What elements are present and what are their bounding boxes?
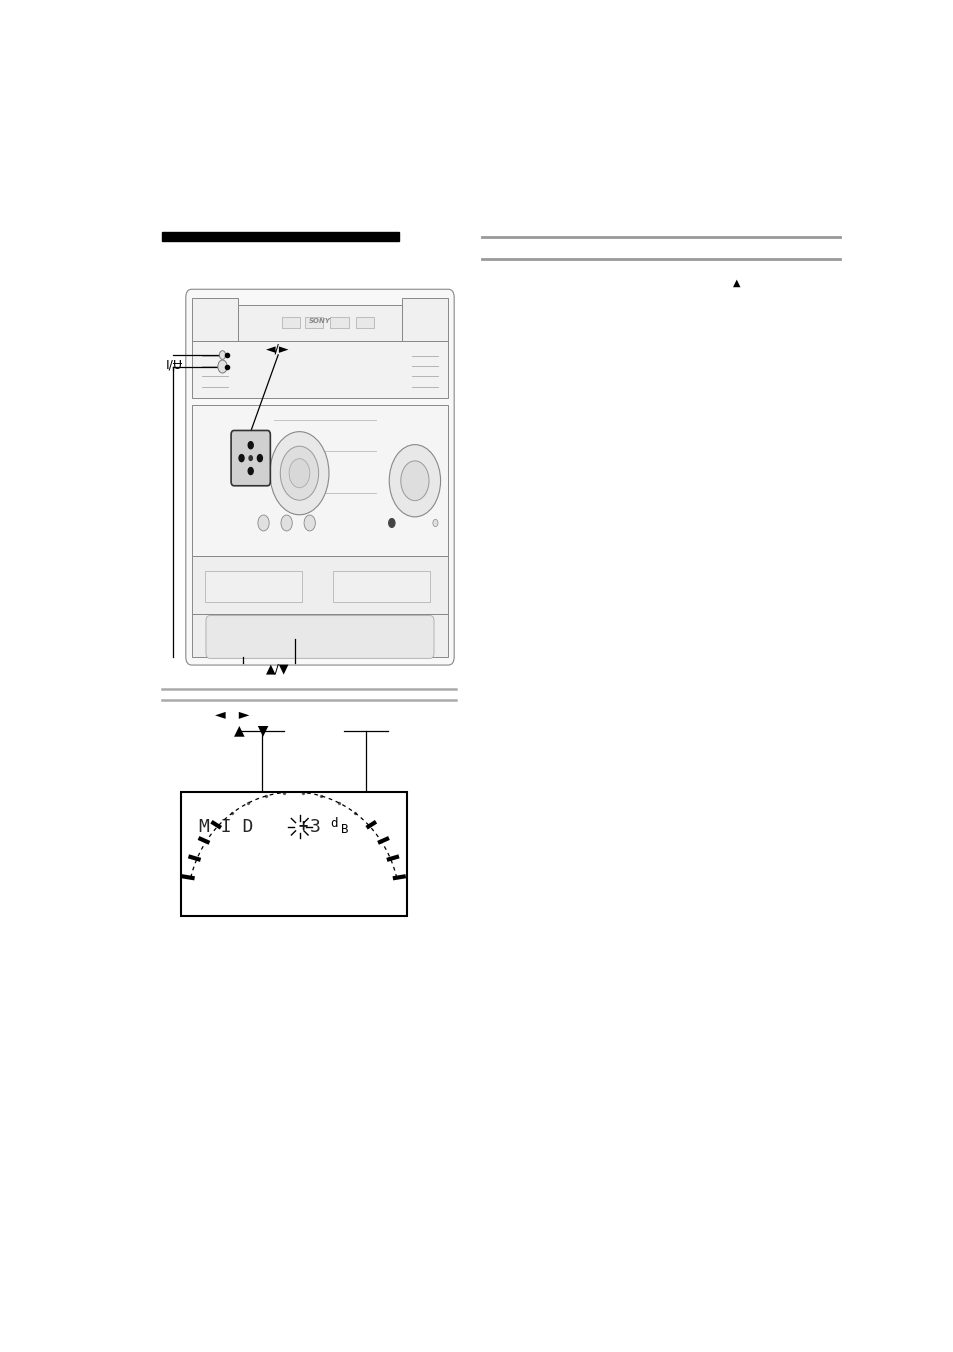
Text: ◄/►: ◄/► (266, 342, 290, 356)
Text: d: d (330, 817, 337, 830)
Circle shape (388, 519, 395, 527)
Bar (333, 571, 430, 602)
Circle shape (239, 454, 244, 461)
Bar (355, 318, 374, 329)
Text: ◄   ►: ◄ ► (215, 708, 250, 722)
Text: ▲   ▼: ▲ ▼ (233, 723, 268, 738)
Circle shape (400, 461, 429, 500)
Circle shape (270, 431, 329, 515)
Text: M I D: M I D (198, 818, 253, 836)
Circle shape (281, 515, 292, 531)
Circle shape (248, 442, 253, 449)
Text: 3: 3 (310, 818, 320, 836)
Bar (180, 792, 406, 915)
Circle shape (257, 515, 269, 531)
Text: ▲/▼: ▲/▼ (266, 662, 290, 676)
Bar (304, 318, 323, 329)
Text: I/Ʉ: I/Ʉ (166, 358, 183, 372)
Bar (401, 297, 448, 341)
Circle shape (433, 519, 437, 526)
Text: SONY: SONY (309, 318, 331, 324)
Bar (192, 341, 448, 397)
Text: B: B (341, 823, 348, 837)
Bar (204, 571, 302, 602)
Text: ▲: ▲ (732, 279, 740, 288)
Bar (192, 614, 448, 657)
Text: +: + (298, 819, 307, 834)
Circle shape (219, 350, 225, 360)
Circle shape (217, 360, 227, 373)
Circle shape (280, 446, 318, 500)
Circle shape (257, 454, 262, 461)
Bar (162, 233, 398, 242)
Bar (281, 318, 299, 329)
Bar (330, 318, 349, 329)
Bar (237, 304, 401, 341)
Circle shape (304, 515, 315, 531)
FancyBboxPatch shape (231, 430, 270, 485)
Circle shape (248, 468, 253, 475)
FancyBboxPatch shape (206, 615, 434, 658)
Circle shape (249, 456, 253, 461)
Circle shape (289, 458, 310, 488)
FancyBboxPatch shape (186, 289, 454, 665)
Circle shape (389, 445, 440, 516)
Bar (192, 556, 448, 614)
Bar (192, 406, 448, 556)
Bar (192, 297, 237, 341)
